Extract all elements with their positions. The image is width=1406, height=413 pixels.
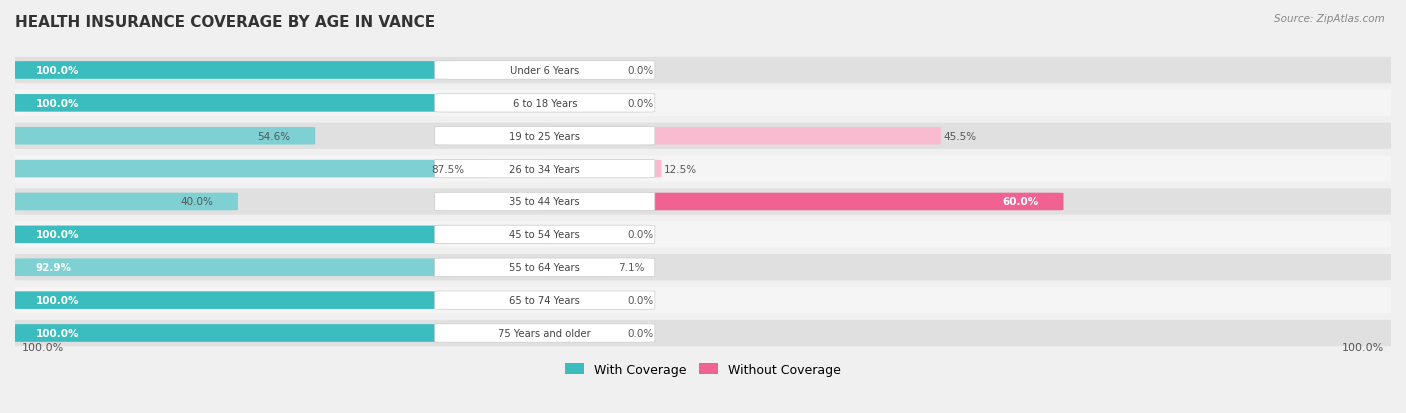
FancyBboxPatch shape bbox=[11, 226, 555, 244]
FancyBboxPatch shape bbox=[434, 225, 655, 244]
FancyBboxPatch shape bbox=[8, 123, 1398, 150]
FancyBboxPatch shape bbox=[11, 160, 489, 178]
FancyBboxPatch shape bbox=[538, 259, 616, 276]
Text: 12.5%: 12.5% bbox=[664, 164, 697, 174]
Text: 7.1%: 7.1% bbox=[619, 263, 645, 273]
FancyBboxPatch shape bbox=[434, 95, 655, 113]
Text: 100.0%: 100.0% bbox=[35, 99, 79, 109]
FancyBboxPatch shape bbox=[11, 62, 555, 80]
Text: 45.5%: 45.5% bbox=[943, 131, 977, 141]
Text: 45 to 54 Years: 45 to 54 Years bbox=[509, 230, 581, 240]
Text: Under 6 Years: Under 6 Years bbox=[510, 66, 579, 76]
FancyBboxPatch shape bbox=[11, 324, 555, 342]
Text: 54.6%: 54.6% bbox=[257, 131, 291, 141]
FancyBboxPatch shape bbox=[11, 128, 315, 145]
FancyBboxPatch shape bbox=[434, 291, 655, 310]
FancyBboxPatch shape bbox=[8, 189, 1398, 215]
Text: 6 to 18 Years: 6 to 18 Years bbox=[513, 99, 576, 109]
FancyBboxPatch shape bbox=[434, 160, 655, 178]
Text: 75 Years and older: 75 Years and older bbox=[498, 328, 591, 338]
FancyBboxPatch shape bbox=[8, 222, 1398, 248]
Text: HEALTH INSURANCE COVERAGE BY AGE IN VANCE: HEALTH INSURANCE COVERAGE BY AGE IN VANC… bbox=[15, 15, 434, 30]
Text: 87.5%: 87.5% bbox=[432, 164, 465, 174]
Text: 19 to 25 Years: 19 to 25 Years bbox=[509, 131, 581, 141]
Text: 100.0%: 100.0% bbox=[35, 328, 79, 338]
FancyBboxPatch shape bbox=[434, 259, 655, 277]
FancyBboxPatch shape bbox=[8, 287, 1398, 313]
Text: 0.0%: 0.0% bbox=[627, 99, 654, 109]
FancyBboxPatch shape bbox=[8, 320, 1398, 347]
Text: 100.0%: 100.0% bbox=[1341, 342, 1384, 352]
FancyBboxPatch shape bbox=[11, 95, 555, 112]
FancyBboxPatch shape bbox=[434, 193, 655, 211]
FancyBboxPatch shape bbox=[434, 324, 655, 342]
Text: 0.0%: 0.0% bbox=[627, 295, 654, 305]
Text: 65 to 74 Years: 65 to 74 Years bbox=[509, 295, 581, 305]
Text: 60.0%: 60.0% bbox=[1002, 197, 1039, 207]
Text: 40.0%: 40.0% bbox=[180, 197, 214, 207]
FancyBboxPatch shape bbox=[538, 128, 941, 145]
FancyBboxPatch shape bbox=[538, 193, 1063, 211]
FancyBboxPatch shape bbox=[8, 58, 1398, 84]
Text: 100.0%: 100.0% bbox=[35, 295, 79, 305]
FancyBboxPatch shape bbox=[8, 254, 1398, 281]
Text: 100.0%: 100.0% bbox=[35, 230, 79, 240]
FancyBboxPatch shape bbox=[8, 90, 1398, 117]
Text: 55 to 64 Years: 55 to 64 Years bbox=[509, 263, 581, 273]
Text: Source: ZipAtlas.com: Source: ZipAtlas.com bbox=[1274, 14, 1385, 24]
FancyBboxPatch shape bbox=[538, 160, 662, 178]
FancyBboxPatch shape bbox=[11, 193, 238, 211]
Legend: With Coverage, Without Coverage: With Coverage, Without Coverage bbox=[561, 358, 845, 381]
FancyBboxPatch shape bbox=[11, 292, 555, 309]
Text: 100.0%: 100.0% bbox=[35, 66, 79, 76]
Text: 92.9%: 92.9% bbox=[35, 263, 72, 273]
Text: 0.0%: 0.0% bbox=[627, 328, 654, 338]
Text: 0.0%: 0.0% bbox=[627, 230, 654, 240]
Text: 35 to 44 Years: 35 to 44 Years bbox=[509, 197, 581, 207]
Text: 0.0%: 0.0% bbox=[627, 66, 654, 76]
Text: 26 to 34 Years: 26 to 34 Years bbox=[509, 164, 581, 174]
FancyBboxPatch shape bbox=[434, 62, 655, 80]
Text: 100.0%: 100.0% bbox=[22, 342, 65, 352]
FancyBboxPatch shape bbox=[434, 127, 655, 146]
FancyBboxPatch shape bbox=[11, 259, 519, 276]
FancyBboxPatch shape bbox=[8, 156, 1398, 182]
